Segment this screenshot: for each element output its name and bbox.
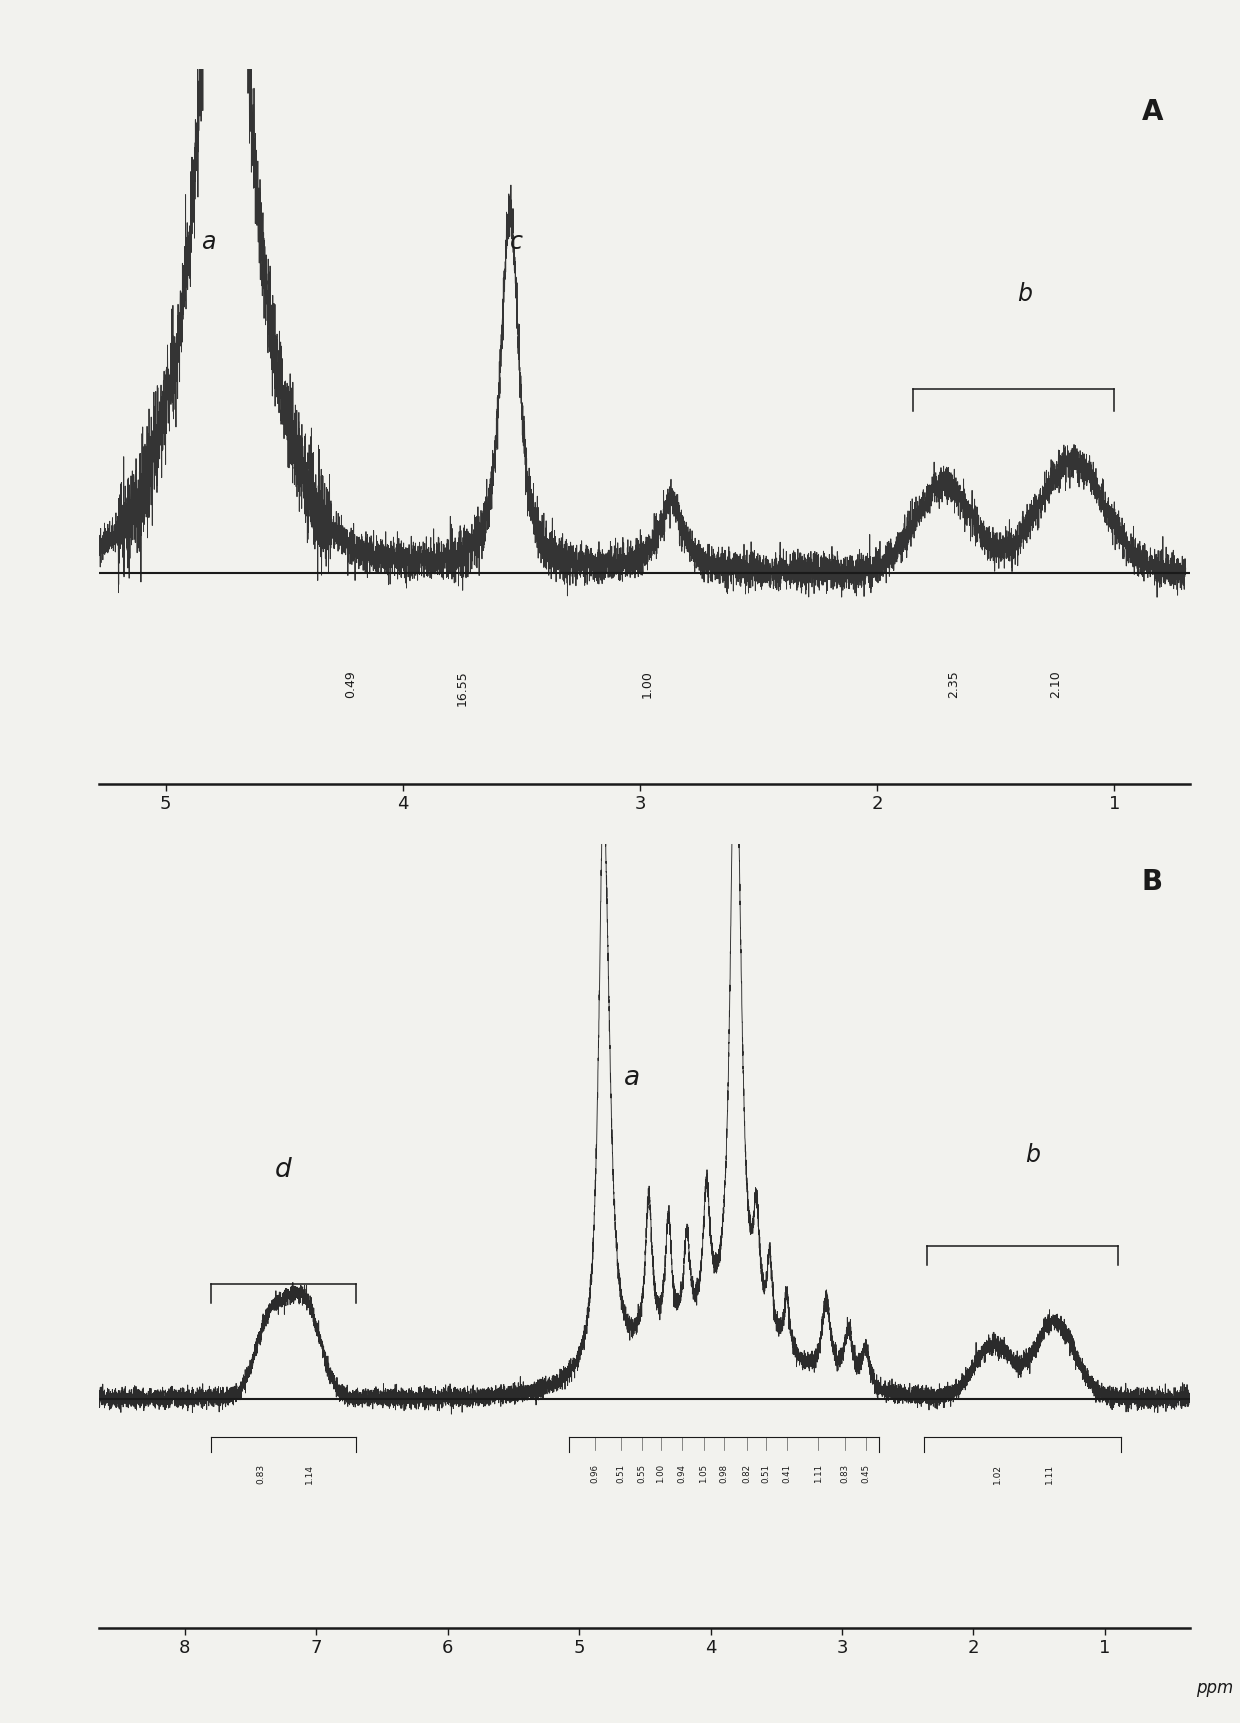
Text: 1.02: 1.02: [993, 1465, 1002, 1484]
Text: c: c: [510, 229, 523, 253]
Text: 2.10: 2.10: [1049, 670, 1061, 698]
Text: 0.49: 0.49: [345, 670, 357, 698]
Text: a: a: [201, 229, 216, 253]
Text: d: d: [275, 1156, 291, 1184]
Text: 0.51: 0.51: [761, 1465, 770, 1484]
Text: b: b: [1017, 283, 1032, 307]
Text: 1.14: 1.14: [305, 1465, 314, 1484]
Text: 0.55: 0.55: [637, 1465, 647, 1484]
Text: 16.55: 16.55: [455, 670, 469, 706]
Text: 1.00: 1.00: [641, 670, 653, 698]
Text: 2.35: 2.35: [946, 670, 960, 698]
Text: 0.82: 0.82: [743, 1465, 751, 1484]
Text: 0.51: 0.51: [616, 1465, 626, 1484]
Text: 0.94: 0.94: [677, 1465, 686, 1484]
Text: 0.83: 0.83: [841, 1465, 849, 1484]
Text: a: a: [624, 1065, 640, 1091]
Text: 0.83: 0.83: [257, 1465, 265, 1484]
Text: A: A: [1142, 98, 1163, 126]
Text: 0.98: 0.98: [719, 1465, 728, 1484]
Text: 1.05: 1.05: [699, 1465, 708, 1484]
Text: 0.96: 0.96: [590, 1465, 599, 1484]
Text: 1.00: 1.00: [656, 1465, 665, 1484]
Text: 0.41: 0.41: [782, 1465, 791, 1484]
Text: b: b: [1025, 1142, 1040, 1166]
Text: 1.11: 1.11: [1045, 1465, 1054, 1484]
Text: B: B: [1142, 868, 1163, 896]
Text: ppm: ppm: [1195, 1680, 1233, 1697]
Text: 0.45: 0.45: [861, 1465, 870, 1484]
Text: 1.11: 1.11: [813, 1465, 823, 1484]
